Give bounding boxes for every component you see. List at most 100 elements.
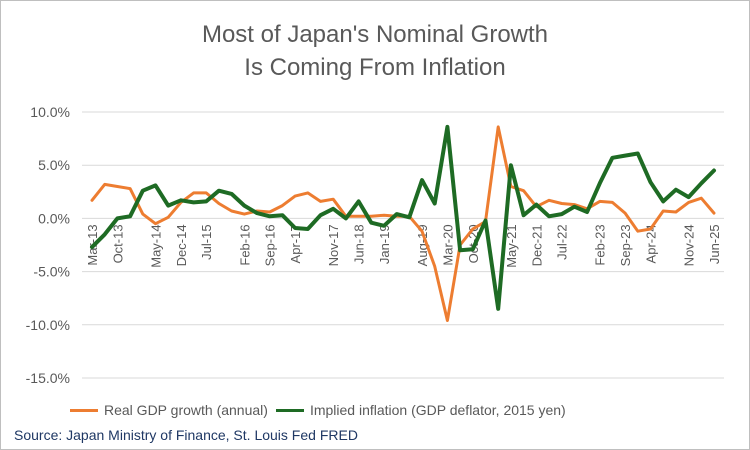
y-axis: 10.0% 5.0% 0.0% -5.0% -10.0% -15.0% bbox=[26, 104, 70, 386]
data-point bbox=[383, 214, 385, 217]
x-tick-label: Jul-15 bbox=[199, 224, 214, 259]
y-tick-label: 0.0% bbox=[38, 210, 70, 226]
x-tick-label: Jun-25 bbox=[707, 224, 722, 264]
data-point bbox=[446, 319, 449, 322]
data-point bbox=[700, 182, 703, 185]
data-point bbox=[116, 217, 119, 220]
data-point bbox=[687, 196, 690, 198]
data-point bbox=[459, 249, 461, 252]
data-point bbox=[370, 215, 373, 218]
data-point bbox=[230, 210, 233, 212]
data-point bbox=[446, 126, 449, 128]
data-point bbox=[218, 202, 220, 205]
data-point bbox=[395, 213, 398, 215]
data-point bbox=[332, 198, 334, 201]
data-point bbox=[103, 183, 106, 186]
legend-label-real-gdp: Real GDP growth (annual) bbox=[104, 402, 268, 418]
data-point bbox=[383, 225, 385, 227]
y-tick-label: 5.0% bbox=[38, 157, 70, 173]
data-point bbox=[433, 202, 436, 205]
data-point bbox=[91, 199, 93, 202]
data-point bbox=[345, 217, 347, 220]
data-point bbox=[205, 192, 208, 194]
data-point bbox=[421, 179, 423, 181]
data-point bbox=[624, 154, 626, 157]
data-point bbox=[141, 213, 144, 215]
data-point bbox=[268, 211, 271, 213]
legend-label-inflation: Implied inflation (GDP deflator, 2015 ye… bbox=[309, 402, 566, 418]
data-point bbox=[573, 205, 576, 208]
x-tick-label: Nov-24 bbox=[682, 224, 697, 266]
data-point bbox=[192, 192, 195, 194]
data-point bbox=[624, 212, 626, 214]
data-point bbox=[218, 189, 220, 192]
data-point bbox=[637, 152, 639, 155]
data-point bbox=[306, 228, 309, 230]
data-point bbox=[421, 230, 423, 232]
data-point bbox=[370, 221, 373, 224]
data-point bbox=[433, 265, 436, 268]
data-point bbox=[548, 199, 550, 202]
data-point bbox=[472, 248, 474, 251]
y-tick-label: 10.0% bbox=[30, 104, 70, 120]
data-point bbox=[510, 164, 512, 166]
data-point bbox=[598, 182, 601, 185]
data-point bbox=[319, 214, 322, 217]
x-tick-label: Apr-17 bbox=[288, 224, 303, 263]
data-point bbox=[141, 189, 144, 192]
x-tick-label: Sep-16 bbox=[263, 224, 278, 266]
data-point bbox=[560, 213, 563, 215]
data-point bbox=[484, 219, 487, 222]
data-point bbox=[611, 156, 614, 159]
data-point bbox=[243, 204, 246, 207]
data-point bbox=[294, 227, 296, 229]
x-tick-label: Jun-18 bbox=[352, 224, 367, 264]
data-point bbox=[522, 214, 525, 217]
data-point bbox=[522, 189, 525, 192]
gridlines bbox=[82, 111, 724, 379]
x-tick-label: Apr-24 bbox=[644, 224, 659, 263]
data-point bbox=[180, 199, 182, 202]
data-point bbox=[662, 210, 665, 212]
data-point bbox=[116, 185, 119, 188]
x-tick-label: Aug-19 bbox=[415, 224, 430, 266]
data-point bbox=[598, 200, 601, 203]
data-point bbox=[687, 201, 690, 204]
x-tick-label: Dec-14 bbox=[174, 224, 189, 266]
data-point bbox=[103, 233, 106, 236]
legend-entry-inflation: Implied inflation (GDP deflator, 2015 ye… bbox=[275, 402, 566, 418]
data-point bbox=[91, 246, 93, 248]
x-tick-label: Oct-13 bbox=[110, 224, 125, 263]
x-tick-label: Feb-23 bbox=[593, 224, 608, 265]
data-point bbox=[357, 200, 360, 203]
x-tick-label: Jan-19 bbox=[377, 224, 392, 264]
data-point bbox=[306, 192, 309, 194]
data-point bbox=[268, 215, 271, 218]
data-point bbox=[586, 211, 588, 213]
legend-swatch-inflation bbox=[275, 408, 304, 412]
chart-title-line2: Is Coming From Inflation bbox=[244, 54, 506, 81]
data-point bbox=[497, 308, 500, 310]
x-tick-label: Sep-23 bbox=[618, 224, 633, 266]
data-point bbox=[497, 126, 500, 128]
data-point bbox=[167, 204, 169, 207]
data-point bbox=[129, 215, 131, 218]
data-point bbox=[230, 193, 233, 195]
data-point bbox=[662, 200, 665, 203]
data-point bbox=[332, 208, 334, 210]
legend-swatch-real-gdp bbox=[70, 408, 98, 412]
data-point bbox=[129, 187, 131, 190]
data-point bbox=[700, 197, 703, 199]
data-point bbox=[472, 228, 474, 230]
y-tick-label: -10.0% bbox=[26, 317, 70, 333]
data-point bbox=[281, 204, 284, 207]
data-point bbox=[192, 201, 195, 204]
chart-title: Most of Japan's Nominal Growth Is Coming… bbox=[0, 18, 750, 84]
data-point bbox=[548, 215, 550, 218]
data-point bbox=[167, 216, 169, 219]
data-point bbox=[637, 230, 639, 232]
data-point bbox=[675, 211, 677, 213]
legend: Real GDP growth (annual) Implied inflati… bbox=[70, 400, 566, 420]
data-point bbox=[408, 216, 411, 219]
